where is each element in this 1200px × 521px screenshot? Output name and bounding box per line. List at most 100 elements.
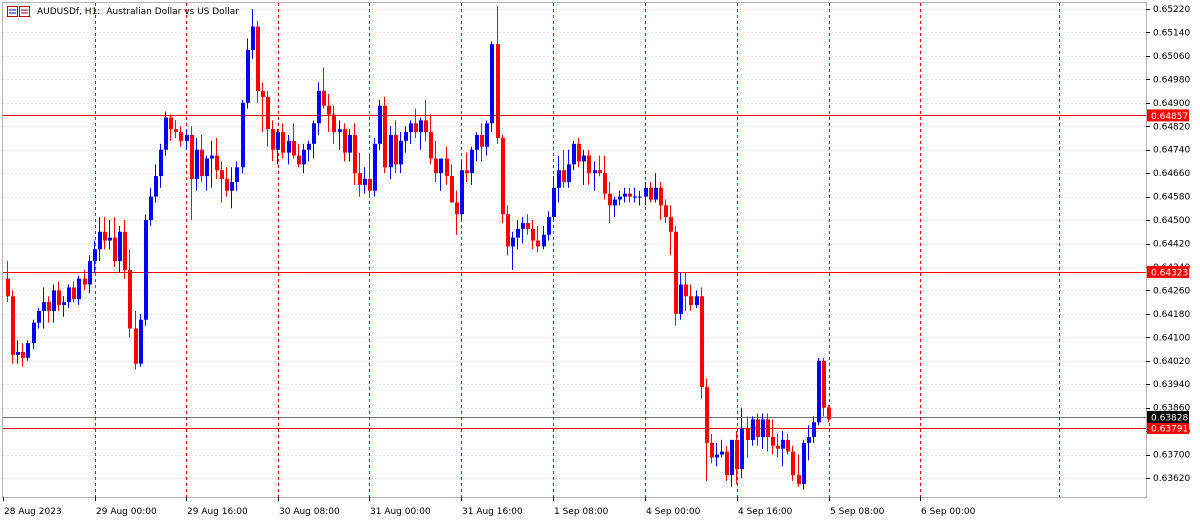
chart-symbol: AUDUSDf, H1:	[37, 7, 101, 17]
candle-bullish	[312, 123, 316, 144]
price-axis-label: 0.64420	[1153, 240, 1190, 250]
level-price-tag-label: 0.64323	[1151, 268, 1188, 278]
candle-bullish	[593, 170, 597, 174]
plot-area[interactable]	[2, 2, 1147, 498]
candle-bearish	[791, 451, 795, 476]
candle-bearish	[445, 158, 449, 177]
time-axis-label: 31 Aug 00:00	[370, 507, 431, 517]
candle-bearish	[297, 155, 301, 165]
candle-bullish	[93, 249, 97, 262]
candle-bearish	[450, 176, 454, 203]
candle-bearish	[746, 428, 750, 440]
candle-bearish	[684, 284, 688, 297]
candle-bullish	[205, 158, 209, 177]
candle-bullish	[679, 284, 683, 314]
candle-bearish	[134, 328, 138, 364]
candle-bearish	[353, 135, 357, 174]
candle-bearish	[664, 205, 668, 218]
candle-bullish	[781, 439, 785, 449]
candle-bearish	[827, 407, 831, 420]
candle-bullish	[802, 442, 806, 484]
candle-bearish	[281, 132, 285, 153]
time-axis-label: 28 Aug 2023	[4, 507, 62, 517]
candle-bearish	[526, 222, 530, 229]
candle-bearish	[266, 96, 270, 130]
candle-bullish	[26, 343, 30, 358]
time-axis-label: 6 Sep 00:00	[921, 507, 976, 517]
price-axis-label: 0.64580	[1153, 193, 1190, 203]
candle-bearish	[628, 193, 632, 197]
candle-bullish	[817, 360, 821, 423]
price-axis-label: 0.64900	[1153, 99, 1190, 109]
candle-bullish	[552, 187, 556, 218]
candle-bearish	[434, 158, 438, 174]
level-price-tag-label: 0.63791	[1151, 424, 1188, 434]
candle-bullish	[761, 419, 765, 437]
time-axis-label: 5 Sep 08:00	[830, 507, 885, 517]
candle-bearish	[776, 445, 780, 449]
candle-bearish	[455, 202, 459, 215]
chart-title: AUDUSDf, H1: Australian Dollar vs US Dol…	[7, 4, 239, 20]
candle-bearish	[383, 105, 387, 168]
current-price-tag	[1147, 411, 1189, 424]
candle-bullish	[730, 439, 734, 476]
candle-bearish	[705, 387, 709, 443]
candle-bullish	[751, 419, 755, 440]
time-axis-label: 29 Aug 00:00	[96, 507, 157, 517]
level-price-tag	[1147, 109, 1189, 122]
candle-bearish	[700, 296, 704, 388]
candle-bearish	[225, 179, 229, 191]
candle-bearish	[57, 290, 61, 306]
candle-bullish	[644, 187, 648, 197]
candle-bullish	[118, 231, 122, 262]
price-axis-label: 0.65220	[1153, 5, 1190, 15]
chart-description: Australian Dollar vs US Dollar	[106, 7, 239, 17]
candle-bearish	[649, 187, 653, 200]
candle-bearish	[429, 132, 433, 159]
time-axis-label: 30 Aug 08:00	[279, 507, 340, 517]
candle-bullish	[373, 143, 377, 191]
candle-bearish	[689, 296, 693, 306]
candle-bearish	[771, 436, 775, 446]
candle-bearish	[47, 302, 51, 311]
candle-bearish	[465, 170, 469, 174]
candle-bullish	[144, 220, 148, 320]
candle-bullish	[378, 105, 382, 144]
candle-bullish	[348, 135, 352, 153]
candle-bullish	[485, 123, 489, 147]
candle-bearish	[506, 214, 510, 247]
price-axis-label: 0.64020	[1153, 357, 1190, 367]
candle-bearish	[72, 287, 76, 300]
level-price-tag	[1147, 421, 1189, 434]
time-axis-label: 4 Sep 00:00	[646, 507, 701, 517]
candle-bullish	[62, 302, 66, 306]
candle-bearish	[332, 114, 336, 133]
candle-bearish	[587, 155, 591, 174]
candle-bullish	[241, 102, 245, 168]
candle-bullish	[389, 135, 393, 168]
candle-bullish	[582, 155, 586, 162]
price-axis-label: 0.64660	[1153, 169, 1190, 179]
chart-window-icon	[7, 6, 30, 17]
candle-bearish	[327, 105, 331, 115]
price-axis-label: 0.64180	[1153, 310, 1190, 320]
candle-bearish	[6, 278, 10, 297]
candle-bullish	[317, 91, 321, 124]
candle-bearish	[83, 278, 87, 285]
candle-bearish	[169, 117, 173, 130]
candle-bullish	[654, 187, 658, 200]
candle-bullish	[210, 155, 214, 159]
candle-bearish	[786, 439, 790, 452]
candle-bullish	[164, 117, 168, 150]
price-axis-label: 0.63620	[1153, 474, 1190, 484]
candle-bullish	[338, 129, 342, 133]
candle-bullish	[547, 217, 551, 235]
candle-bullish	[557, 170, 561, 188]
candle-bearish	[271, 129, 275, 150]
candle-bullish	[98, 231, 102, 250]
candle-bullish	[404, 132, 408, 141]
candle-bullish	[439, 158, 443, 174]
candle-bearish	[531, 228, 535, 241]
